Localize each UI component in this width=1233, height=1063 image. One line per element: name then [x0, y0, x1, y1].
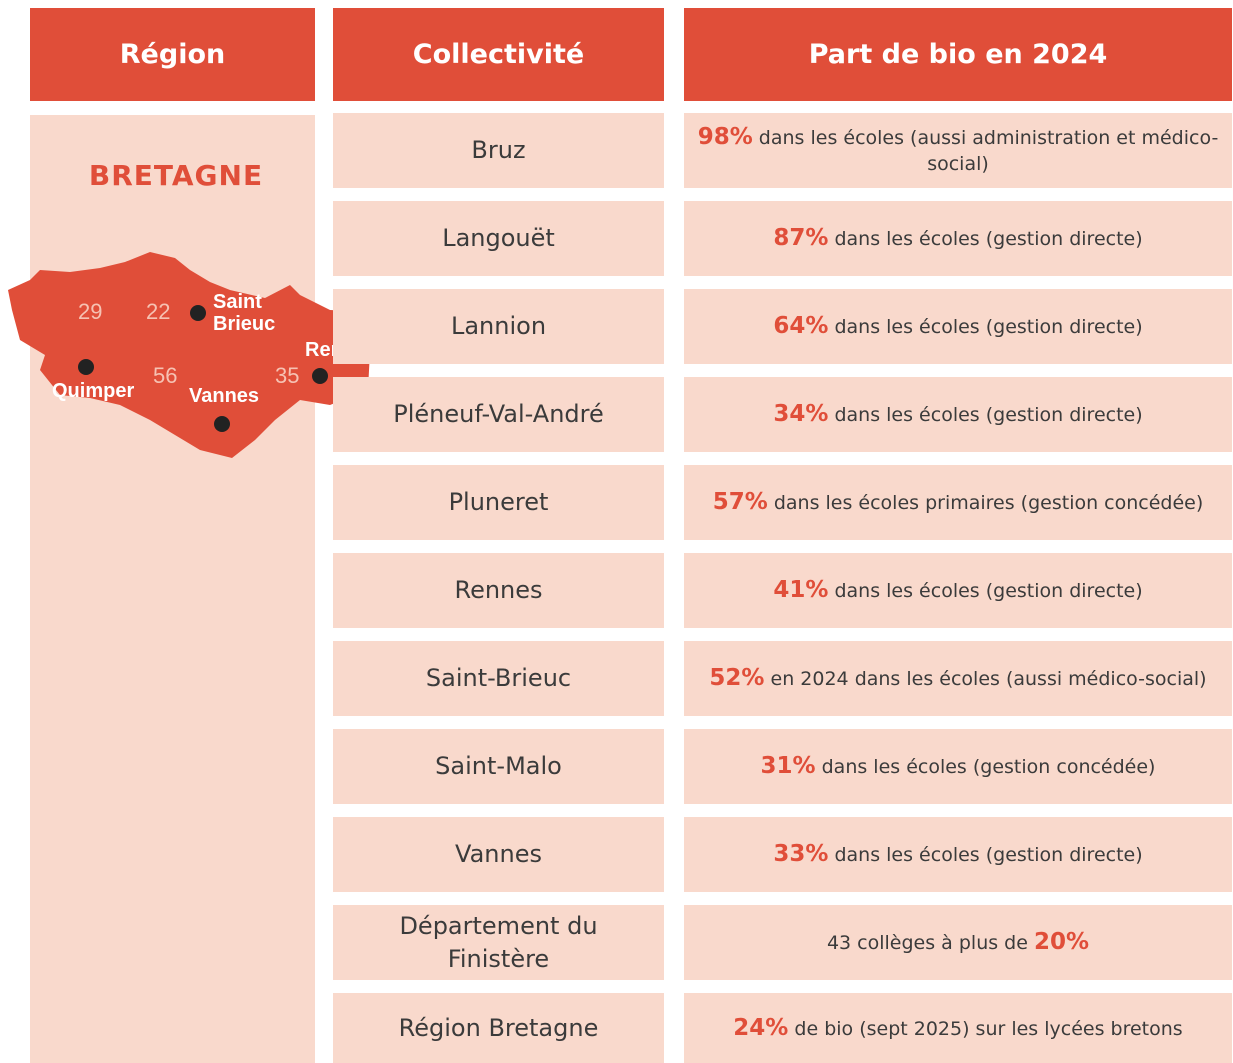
share-cell: 33% dans les écoles (gestion directe) — [684, 817, 1232, 892]
share-value: 33% — [773, 841, 829, 867]
collectivite-cell: Saint-Malo — [333, 729, 664, 804]
department-label: 29 — [78, 299, 103, 324]
share-text: 57% dans les écoles primaires (gestion c… — [713, 489, 1204, 516]
share-note: dans les écoles primaires (gestion concé… — [767, 492, 1204, 514]
share-note: dans les écoles (gestion directe) — [828, 404, 1143, 426]
share-text: 34% dans les écoles (gestion directe) — [773, 401, 1142, 428]
department-label: 35 — [275, 363, 300, 388]
share-cell: 64% dans les écoles (gestion directe) — [684, 289, 1232, 364]
share-text: 87% dans les écoles (gestion directe) — [773, 225, 1142, 252]
collectivite-cell: Lannion — [333, 289, 664, 364]
share-cell: 24% de bio (sept 2025) sur les lycées br… — [684, 993, 1232, 1063]
share-text: 24% de bio (sept 2025) sur les lycées br… — [733, 1015, 1182, 1042]
share-note: de bio (sept 2025) sur les lycées breton… — [788, 1017, 1183, 1040]
collectivite-cell: Région Bretagne — [333, 993, 664, 1063]
share-value: 52% — [709, 665, 765, 691]
share-value: 41% — [773, 577, 829, 603]
share-value: 64% — [773, 313, 829, 339]
share-value: 87% — [773, 225, 829, 251]
collectivite-cell: Saint-Brieuc — [333, 641, 664, 716]
share-cell: 98% dans les écoles (aussi administratio… — [684, 113, 1232, 188]
share-value: 24% — [733, 1014, 789, 1041]
collectivite-cell: Langouët — [333, 201, 664, 276]
collectivite-cell: Bruz — [333, 113, 664, 188]
collectivite-cell: Département du Finistère — [333, 905, 664, 980]
share-note: dans les écoles (aussi administration et… — [752, 127, 1219, 175]
share-value: 20% — [1033, 929, 1090, 955]
share-note: dans les écoles (gestion directe) — [828, 316, 1143, 338]
department-label: 56 — [153, 363, 178, 388]
share-text: 64% dans les écoles (gestion directe) — [773, 313, 1142, 340]
share-note: 43 collèges à plus de — [826, 932, 1034, 954]
share-text: 43 collèges à plus de 20% — [827, 929, 1089, 956]
share-value: 34% — [773, 401, 829, 427]
header-share: Part de bio en 2024 — [684, 8, 1232, 101]
share-cell: 34% dans les écoles (gestion directe) — [684, 377, 1232, 452]
share-text: 52% en 2024 dans les écoles (aussi médic… — [709, 665, 1206, 692]
city-label: Vannes — [189, 385, 260, 407]
share-note: dans les écoles (gestion directe) — [828, 844, 1143, 866]
header-collectivite: Collectivité — [333, 8, 664, 101]
share-cell: 52% en 2024 dans les écoles (aussi médic… — [684, 641, 1232, 716]
collectivite-cell: Pléneuf-Val-André — [333, 377, 664, 452]
share-text: 98% dans les écoles (aussi administratio… — [692, 124, 1224, 177]
header-region: Région — [30, 8, 315, 101]
city-dot — [190, 305, 206, 321]
share-text: 33% dans les écoles (gestion directe) — [773, 841, 1142, 868]
region-map — [8, 252, 372, 458]
collectivite-cell: Pluneret — [333, 465, 664, 540]
share-text: 31% dans les écoles (gestion concédée) — [761, 753, 1156, 780]
city-dot — [312, 368, 328, 384]
share-value: 57% — [712, 489, 768, 515]
region-name: BRETAGNE — [88, 158, 264, 192]
department-label: 22 — [146, 299, 171, 324]
collectivite-cell: Rennes — [333, 553, 664, 628]
share-note: dans les écoles (gestion concédée) — [815, 756, 1156, 778]
share-cell: 31% dans les écoles (gestion concédée) — [684, 729, 1232, 804]
city-dot — [78, 359, 94, 375]
share-cell: 57% dans les écoles primaires (gestion c… — [684, 465, 1232, 540]
city-label: Quimper — [52, 380, 135, 402]
collectivite-cell: Vannes — [333, 817, 664, 892]
city-dot — [214, 416, 230, 432]
share-cell: 87% dans les écoles (gestion directe) — [684, 201, 1232, 276]
map-shape — [8, 252, 372, 458]
share-value: 31% — [760, 753, 816, 779]
share-value: 98% — [697, 124, 753, 150]
share-cell: 41% dans les écoles (gestion directe) — [684, 553, 1232, 628]
share-cell: 43 collèges à plus de 20% — [684, 905, 1232, 980]
share-note: dans les écoles (gestion directe) — [828, 228, 1143, 250]
share-text: 41% dans les écoles (gestion directe) — [773, 577, 1142, 604]
share-note: en 2024 dans les écoles (aussi médico-so… — [764, 668, 1207, 690]
city-label: Saint Brieuc — [213, 291, 276, 335]
share-note: dans les écoles (gestion directe) — [828, 580, 1143, 602]
